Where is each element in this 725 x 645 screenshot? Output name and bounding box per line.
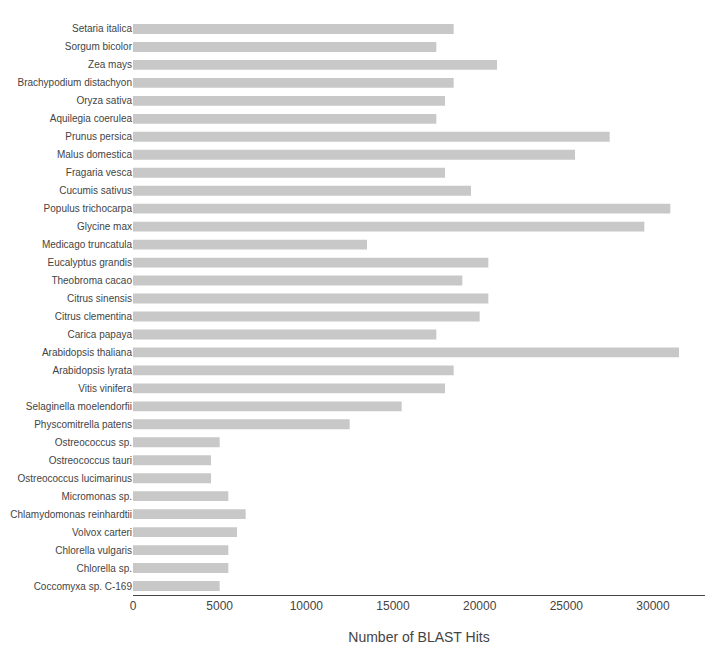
svg-text:Cucumis sativus: Cucumis sativus xyxy=(59,185,132,196)
svg-text:Volvox carteri: Volvox carteri xyxy=(72,527,132,538)
svg-text:Ostreococcus tauri: Ostreococcus tauri xyxy=(49,455,132,466)
svg-text:Glycine max: Glycine max xyxy=(77,221,132,232)
svg-text:Populus trichocarpa: Populus trichocarpa xyxy=(44,203,133,214)
svg-text:20000: 20000 xyxy=(463,599,497,613)
svg-text:Eucalyptus grandis: Eucalyptus grandis xyxy=(48,257,133,268)
svg-text:Number of BLAST Hits: Number of BLAST Hits xyxy=(348,629,489,645)
svg-text:Chlorella sp.: Chlorella sp. xyxy=(76,563,132,574)
svg-text:Chlorella vulgaris: Chlorella vulgaris xyxy=(55,545,132,556)
svg-text:Citrus clementina: Citrus clementina xyxy=(55,311,133,322)
svg-text:10000: 10000 xyxy=(290,599,324,613)
svg-text:Theobroma cacao: Theobroma cacao xyxy=(51,275,132,286)
svg-text:Physcomitrella patens: Physcomitrella patens xyxy=(34,419,132,430)
svg-text:5000: 5000 xyxy=(206,599,233,613)
svg-text:Ostreococcus sp.: Ostreococcus sp. xyxy=(55,437,132,448)
svg-text:Chlamydomonas reinhardtii: Chlamydomonas reinhardtii xyxy=(10,509,132,520)
svg-text:Sorgum bicolor: Sorgum bicolor xyxy=(65,41,133,52)
svg-text:Ostreococcus lucimarinus: Ostreococcus lucimarinus xyxy=(18,473,132,484)
svg-text:15000: 15000 xyxy=(376,599,410,613)
svg-text:Selaginella moelendorfii: Selaginella moelendorfii xyxy=(26,401,132,412)
svg-text:Fragaria vesca: Fragaria vesca xyxy=(66,167,133,178)
svg-text:Oryza sativa: Oryza sativa xyxy=(76,95,132,106)
svg-text:Malus domestica: Malus domestica xyxy=(57,149,132,160)
svg-text:Carica papaya: Carica papaya xyxy=(68,329,133,340)
svg-text:Aquilegia coerulea: Aquilegia coerulea xyxy=(50,113,133,124)
svg-text:25000: 25000 xyxy=(550,599,584,613)
svg-text:30000: 30000 xyxy=(636,599,670,613)
svg-text:Setaria italica: Setaria italica xyxy=(72,23,132,34)
svg-text:Zea mays: Zea mays xyxy=(88,59,132,70)
svg-text:Prunus persica: Prunus persica xyxy=(65,131,132,142)
svg-text:Arabidopsis thaliana: Arabidopsis thaliana xyxy=(42,347,132,358)
svg-text:Micromonas sp.: Micromonas sp. xyxy=(61,491,132,502)
svg-text:Vitis vinifera: Vitis vinifera xyxy=(78,383,132,394)
svg-text:Citrus sinensis: Citrus sinensis xyxy=(67,293,132,304)
svg-text:Coccomyxa sp. C-169: Coccomyxa sp. C-169 xyxy=(34,581,133,592)
svg-text:Medicago truncatula: Medicago truncatula xyxy=(42,239,132,250)
svg-text:Brachypodium distachyon: Brachypodium distachyon xyxy=(17,77,132,88)
svg-text:Arabidopsis lyrata: Arabidopsis lyrata xyxy=(53,365,133,376)
svg-text:0: 0 xyxy=(130,599,137,613)
